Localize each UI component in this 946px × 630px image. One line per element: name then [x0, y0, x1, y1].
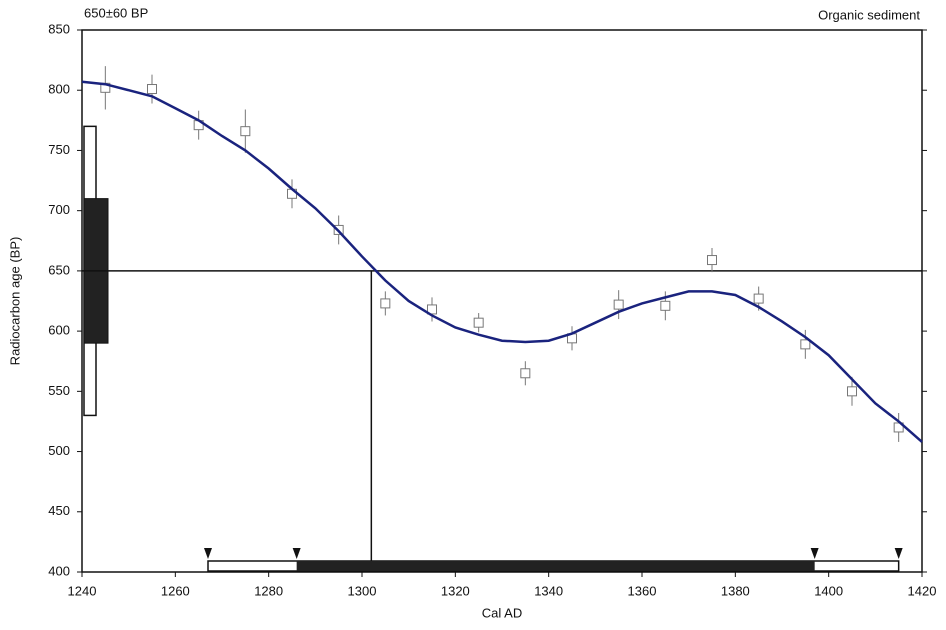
range-marker	[894, 548, 903, 559]
y-tick-label: 800	[48, 82, 70, 97]
data-point	[427, 304, 437, 315]
data-point	[800, 339, 811, 350]
x-tick-label: 1280	[254, 583, 283, 598]
data-point	[707, 255, 717, 266]
x-tick-label: 1320	[441, 583, 470, 598]
x-tick-label: 1360	[628, 583, 657, 598]
y-tick-label: 650	[48, 262, 70, 277]
y-tick-label: 550	[48, 383, 70, 398]
one-sigma-cal-bar	[296, 561, 815, 571]
chart-title: 650±60 BP	[84, 5, 148, 20]
x-tick-label: 1380	[721, 583, 750, 598]
y-tick-label: 750	[48, 142, 70, 157]
range-marker	[810, 548, 819, 559]
chart-subtitle: Organic sediment	[818, 7, 920, 22]
data-point	[473, 317, 484, 328]
x-tick-label: 1420	[908, 583, 937, 598]
data-point	[660, 300, 671, 311]
data-point	[753, 293, 764, 304]
y-tick-label: 450	[48, 503, 70, 518]
calibration-curve	[81, 80, 923, 443]
plot-frame	[81, 29, 923, 573]
y-tick-label: 850	[48, 21, 70, 36]
x-tick-label: 1260	[161, 583, 190, 598]
y-tick-label: 600	[48, 323, 70, 338]
x-axis-label: Cal AD	[482, 605, 522, 620]
range-marker	[292, 548, 301, 559]
data-point	[520, 368, 531, 379]
data-point	[147, 84, 157, 95]
range-marker	[204, 548, 212, 559]
y-tick-label: 700	[48, 202, 70, 217]
y-tick-label: 500	[48, 443, 70, 458]
y-axis-label: Radiocarbon age (BP)	[7, 237, 22, 366]
x-tick-label: 1300	[348, 583, 377, 598]
data-point	[240, 126, 251, 137]
x-tick-label: 1400	[814, 583, 843, 598]
x-tick-label: 1340	[534, 583, 563, 598]
y-tick-label: 400	[48, 563, 70, 578]
x-tick-label: 1240	[68, 583, 97, 598]
data-point	[380, 298, 391, 309]
data-point	[847, 386, 857, 397]
data-point	[613, 299, 624, 310]
